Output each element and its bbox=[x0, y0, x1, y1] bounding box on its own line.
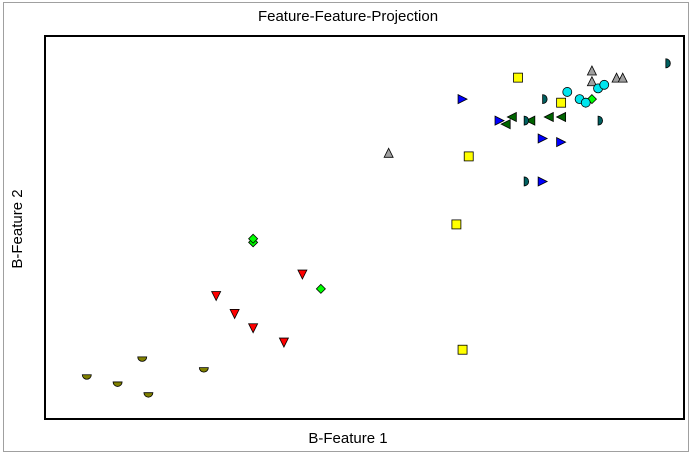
data-point-circle-4 bbox=[599, 79, 610, 90]
data-point-half-circle-down-4 bbox=[198, 367, 209, 373]
data-point-triangle-left-4 bbox=[555, 111, 567, 123]
y-axis-label: B-Feature 2 bbox=[9, 189, 26, 268]
chart-title: Feature-Feature-Projection bbox=[258, 8, 438, 25]
data-point-half-circle-right-0 bbox=[523, 176, 530, 187]
data-point-half-circle-right-4 bbox=[523, 115, 530, 126]
data-point-square-2 bbox=[463, 151, 474, 162]
data-point-triangle-right-1 bbox=[494, 115, 505, 126]
data-point-triangle-down-2 bbox=[247, 323, 259, 334]
data-point-triangle-left-0 bbox=[500, 119, 511, 130]
data-point-triangle-up-3 bbox=[611, 72, 622, 83]
data-point-square-3 bbox=[513, 72, 523, 83]
data-point-half-circle-down-0 bbox=[81, 374, 92, 380]
data-point-half-circle-down-2 bbox=[137, 356, 148, 362]
data-point-triangle-right-3 bbox=[537, 176, 549, 187]
data-point-triangle-left-3 bbox=[543, 111, 554, 123]
data-point-triangle-down-4 bbox=[297, 269, 308, 280]
data-point-triangle-up-2 bbox=[586, 75, 598, 87]
data-point-triangle-right-2 bbox=[537, 133, 549, 144]
data-point-half-circle-right-1 bbox=[542, 94, 548, 105]
data-point-square-0 bbox=[451, 219, 462, 230]
data-point-triangle-up-0 bbox=[383, 147, 394, 158]
data-point-half-circle-right-2 bbox=[597, 115, 603, 126]
data-point-circle-0 bbox=[562, 87, 573, 97]
data-point-triangle-left-1 bbox=[506, 111, 517, 123]
data-point-half-circle-down-3 bbox=[143, 392, 154, 398]
data-point-half-circle-right-3 bbox=[665, 58, 671, 69]
data-point-square-1 bbox=[457, 344, 468, 355]
data-point-triangle-down-3 bbox=[278, 337, 290, 348]
scatter-chart: Feature-Feature-Projection B-Feature 1 B… bbox=[9, 8, 685, 447]
data-point-triangle-up-1 bbox=[586, 65, 598, 76]
chart-frame: Feature-Feature-Projection B-Feature 1 B… bbox=[3, 2, 689, 452]
points-layer bbox=[81, 58, 671, 398]
data-point-diamond-2 bbox=[315, 283, 326, 294]
data-point-triangle-right-0 bbox=[457, 93, 468, 105]
x-axis-label: B-Feature 1 bbox=[308, 430, 387, 447]
data-point-triangle-up-4 bbox=[617, 72, 628, 83]
data-point-circle-2 bbox=[580, 97, 591, 108]
data-point-diamond-1 bbox=[248, 233, 259, 244]
data-point-triangle-right-4 bbox=[556, 136, 567, 148]
data-point-half-circle-down-1 bbox=[112, 381, 123, 387]
data-point-triangle-left-2 bbox=[524, 115, 536, 126]
data-point-square-4 bbox=[556, 97, 567, 108]
data-point-triangle-down-0 bbox=[211, 291, 222, 302]
data-point-triangle-down-1 bbox=[229, 309, 240, 320]
